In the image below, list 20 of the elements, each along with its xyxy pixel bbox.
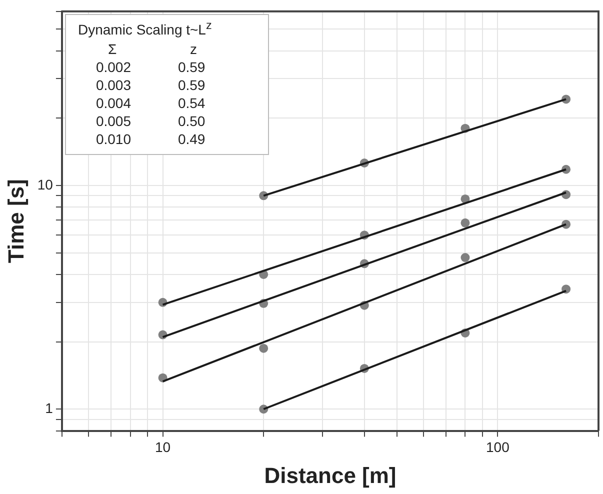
annotation: 0.010 <box>96 130 132 148</box>
y-tick-label: 1 <box>45 400 54 416</box>
annotation: 0.004 <box>96 94 132 112</box>
annotation: 0.49 <box>178 130 206 148</box>
annotation: Σ <box>106 40 118 58</box>
annotation: 0.59 <box>178 76 206 94</box>
annotation: 0.54 <box>178 94 206 112</box>
x-axis-title: Distance [m] <box>264 462 396 488</box>
annotation: z <box>188 40 198 58</box>
annotation: 0.002 <box>96 58 132 76</box>
point <box>460 218 470 228</box>
annotation: Dynamic Scaling t~L$^{z}$ <box>78 19 213 38</box>
point <box>259 344 268 353</box>
annotation: 0.005 <box>96 112 132 130</box>
annotation: 0.003 <box>96 76 132 94</box>
annotation: 0.50 <box>178 112 206 130</box>
y-axis-title: Time [s] <box>3 179 28 264</box>
annotation: 0.59 <box>178 58 206 76</box>
point <box>460 253 470 262</box>
x-tick-label: 100 <box>486 439 510 456</box>
